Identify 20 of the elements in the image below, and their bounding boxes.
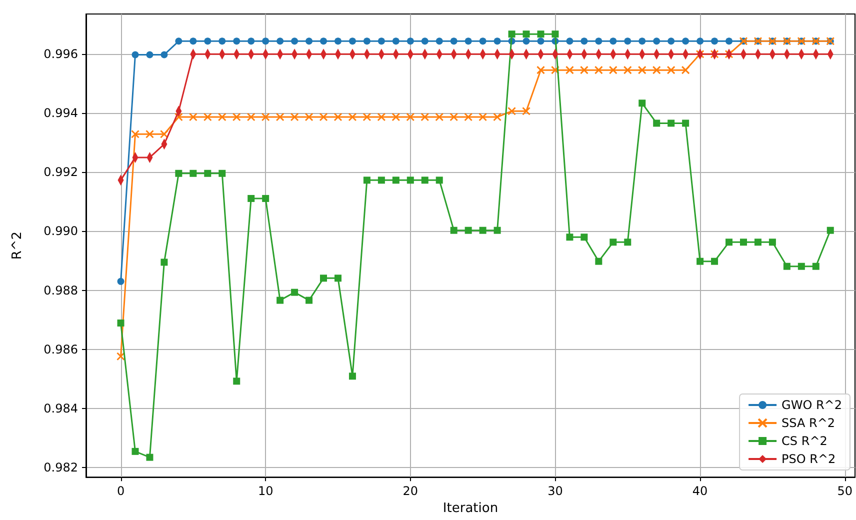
legend-label: CS R^2 — [782, 434, 828, 448]
x-tick-label: 30 — [548, 484, 563, 498]
y-tick-label: 0.992 — [44, 165, 78, 180]
legend-label: PSO R^2 — [782, 452, 836, 466]
y-tick-label: 0.990 — [44, 224, 78, 238]
x-tick-label: 50 — [837, 484, 853, 498]
y-tick-label: 0.988 — [44, 283, 78, 298]
y-tick-label: 0.994 — [44, 106, 78, 120]
x-tick-label: 40 — [692, 484, 708, 498]
x-tick-label: 0 — [116, 484, 125, 498]
x-axis-title: Iteration — [442, 501, 498, 516]
legend-label: SSA R^2 — [782, 416, 836, 430]
y-tick-label: 0.996 — [44, 47, 78, 62]
x-tick-label: 20 — [402, 484, 418, 498]
y-tick-label: 0.984 — [44, 401, 78, 416]
x-tick-label: 10 — [258, 484, 274, 498]
y-axis-title: R^2 — [10, 231, 25, 260]
legend-label: GWO R^2 — [782, 398, 842, 412]
y-tick-label: 0.986 — [44, 342, 78, 356]
y-tick-label: 0.982 — [44, 460, 78, 474]
